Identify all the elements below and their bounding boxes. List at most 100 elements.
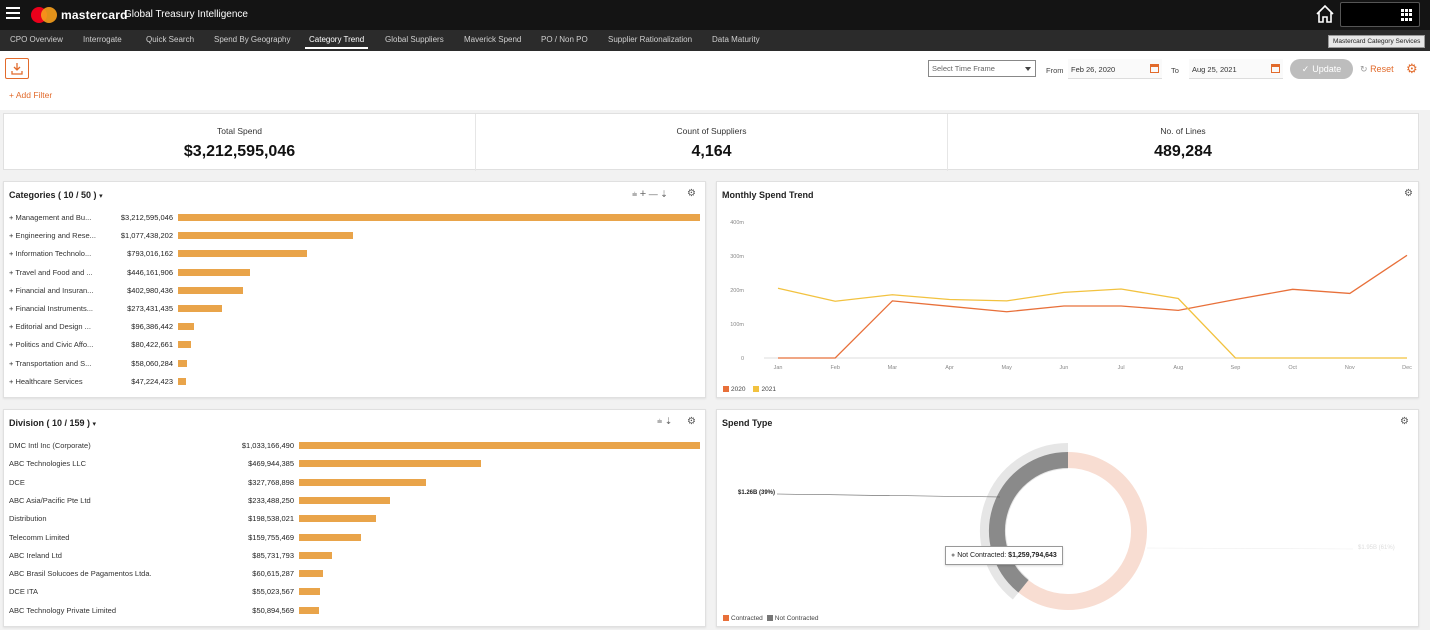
categories-row-label[interactable]: + Healthcare Services [9,376,83,386]
home-icon[interactable] [1314,3,1336,25]
divisions-bar[interactable] [299,570,323,578]
gear-icon[interactable]: ⚙ [1404,188,1413,199]
chevron-down-icon [1025,67,1031,71]
gear-icon[interactable]: ⚙ [687,188,696,199]
tab-data-maturity[interactable]: Data Maturity [712,35,760,44]
divisions-row-label[interactable]: ABC Ireland Ltd [9,550,62,560]
x-tick-label: Dec [1402,365,1412,371]
categories-bar[interactable] [178,323,194,331]
categories-row-value: $402,980,436 [127,285,173,295]
tab-global-suppliers[interactable]: Global Suppliers [385,35,444,44]
categories-bar[interactable] [178,286,244,294]
gear-icon[interactable]: ⚙ [1406,61,1418,76]
x-tick-label: Jan [774,365,783,371]
donut-slice-not-contracted[interactable] [989,452,1069,593]
categories-bar[interactable] [178,214,700,221]
divisions-row-label[interactable]: ABC Asia/Pacific Pte Ltd [9,495,91,505]
division-title[interactable]: Division ( 10 / 159 ) ▾ [9,418,96,428]
collapse-icon[interactable]: — [648,189,658,199]
legend-item-contracted[interactable]: Contracted [723,615,763,622]
divisions-bar[interactable] [299,478,427,486]
tab-supplier-rationalization[interactable]: Supplier Rationalization [608,35,693,44]
spend-type-panel: Spend Type ⚙ $1.26B (39%) $1.95B (61%) ●… [716,409,1419,627]
categories-bar[interactable] [178,359,188,367]
categories-row-label[interactable]: + Travel and Food and ... [9,267,93,277]
divisions-bar[interactable] [299,515,377,523]
division-panel: Division ( 10 / 159 ) ▾ ⩧ ⇣ ⚙ DMC Intl I… [3,409,706,627]
categories-bar[interactable] [178,250,307,258]
x-tick-label: Jun [1059,365,1068,371]
download-button[interactable] [5,58,29,79]
divisions-bar[interactable] [299,533,361,541]
time-frame-select[interactable]: Select Time Frame [928,60,1036,77]
categories-title[interactable]: Categories ( 10 / 50 ) ▾ [9,190,103,200]
tab-spend-by-geography[interactable]: Spend By Geography [214,35,291,44]
tab-po-non-po[interactable]: PO / Non PO [541,35,588,44]
apps-button[interactable] [1340,2,1420,27]
categories-row-label[interactable]: + Financial and Insuran... [9,285,94,295]
divisions-row-label[interactable]: Distribution [9,514,47,524]
tab-quick-search[interactable]: Quick Search [146,35,195,44]
kpi-value: $3,212,595,046 [183,143,296,160]
tab-cpo-overview[interactable]: CPO Overview [10,35,63,44]
divisions-row-label[interactable]: DMC Intl Inc (Corporate) [9,441,91,450]
tab-category-trend[interactable]: Category Trend [304,35,369,49]
gear-icon[interactable]: ⚙ [1400,416,1409,427]
divisions-bar[interactable] [299,551,333,559]
legend-item-not-contracted[interactable]: Not Contracted [766,615,819,622]
monthly-trend-panel: Monthly Spend Trend ⚙ 0 100m 200m 300m 400m J… [716,181,1419,398]
download-icon [11,63,23,75]
filter-icon[interactable]: ⩧ [657,416,663,426]
divisions-bar[interactable] [299,460,482,468]
categories-row-label[interactable]: + Politics and Civic Affo... [9,340,94,350]
mastercard-logo [31,7,59,23]
y-tick-label: 0 [741,356,744,362]
categories-bar[interactable] [178,377,186,385]
sort-icon[interactable]: ⇣ [664,416,673,426]
categories-row-label[interactable]: + Information Technolo... [9,249,92,259]
kpi-title: Total Spend [217,126,262,136]
divisions-row-value: $50,894,569 [252,605,294,615]
add-filter-link[interactable]: + Add Filter [9,90,53,100]
from-date-input[interactable]: Feb 26, 2020 [1068,59,1162,79]
categories-row-label[interactable]: + Engineering and Rese... [9,231,96,241]
sort-icon[interactable]: ⇣ [660,189,668,199]
divisions-row-label[interactable]: DCE ITA [9,587,39,597]
reset-button[interactable]: ↻ Reset [1360,64,1394,75]
divisions-bar[interactable] [299,588,321,596]
expand-icon[interactable]: + [639,188,647,200]
divisions-bar[interactable] [299,606,319,614]
divisions-row-label[interactable]: Telecomm Limited [9,532,70,542]
divisions-row-label[interactable]: ABC Technologies LLC [9,459,86,469]
gear-icon[interactable]: ⚙ [687,416,696,427]
categories-bar[interactable] [178,268,251,276]
legend-item-2021[interactable]: 2021 [753,386,776,393]
categories-row-label[interactable]: + Management and Bu... [9,213,92,222]
categories-bar[interactable] [178,305,223,312]
donut-slice-contracted[interactable] [1018,452,1147,610]
x-tick-label: Feb [830,365,839,371]
divisions-row-label[interactable]: ABC Technology Private Limited [9,605,116,615]
legend-item-2020[interactable]: 2020 [723,386,745,393]
spend-type-legend: Contracted Not Contracted [723,615,823,622]
divisions-row-value: $233,488,250 [248,495,294,505]
to-date-input[interactable]: Aug 25, 2021 [1189,59,1283,79]
divisions-row-label[interactable]: ABC Brasil Solucoes de Pagamentos Ltda. [9,569,152,579]
categories-row-label[interactable]: + Transportation and S... [9,358,92,368]
tab-maverick-spend[interactable]: Maverick Spend [464,35,522,44]
calendar-icon[interactable] [1271,64,1280,73]
filter-icon[interactable]: ⩧ [632,189,638,199]
tab-interrogate[interactable]: Interrogate [83,35,122,44]
categories-row-label[interactable]: + Financial Instruments... [9,304,93,313]
divisions-bar[interactable] [299,442,700,449]
menu-icon[interactable] [6,7,20,21]
categories-bar[interactable] [178,341,192,349]
divisions-bar[interactable] [299,496,390,504]
calendar-icon[interactable] [1150,64,1159,73]
categories-row-label[interactable]: + Editorial and Design ... [9,322,91,332]
update-button[interactable]: ✓ Update [1290,59,1353,79]
series-line-2020[interactable] [778,254,1408,359]
categories-bar[interactable] [178,232,354,240]
divisions-row-label[interactable]: DCE [9,477,25,487]
series-line-2021[interactable] [777,287,1407,359]
